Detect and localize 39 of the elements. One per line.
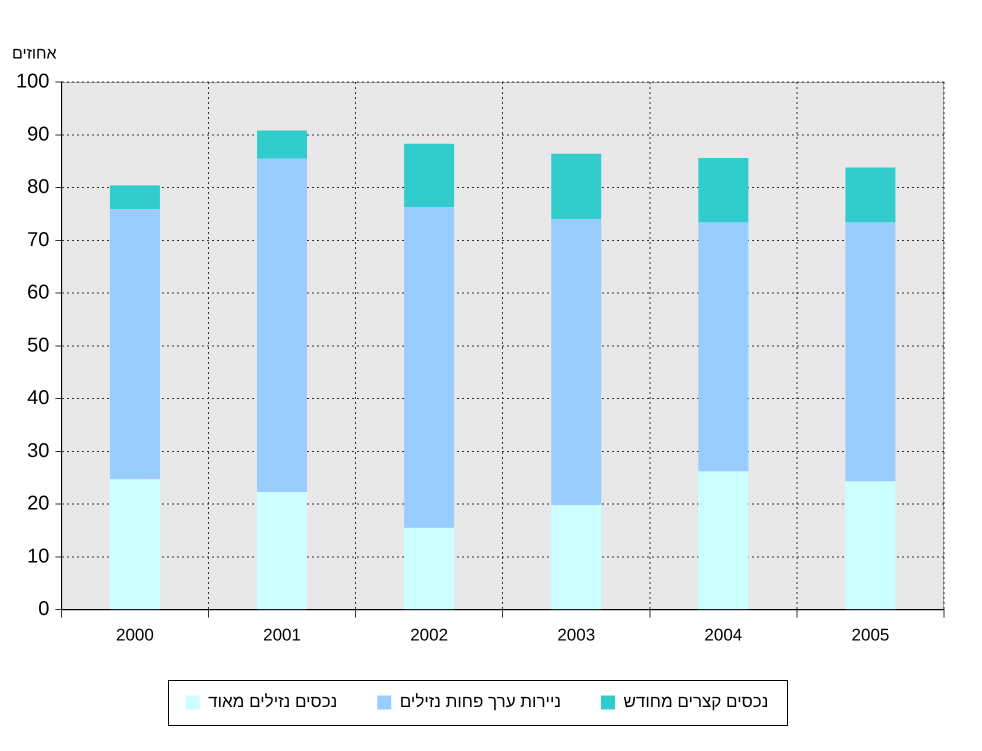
y-tick-label: 90	[27, 123, 50, 146]
bar	[257, 492, 308, 610]
x-tick-label: 2002	[410, 625, 448, 644]
y-tick-label: 10	[27, 545, 50, 568]
bar	[257, 130, 308, 158]
y-tick-label: 0	[38, 598, 50, 620]
bar	[404, 144, 454, 208]
bar	[698, 222, 748, 472]
y-tick-label: 80	[27, 176, 50, 198]
y-tick-label: 60	[27, 282, 50, 304]
bar	[404, 207, 454, 528]
y-tick-label: 40	[27, 387, 50, 410]
bar	[551, 505, 602, 610]
y-tick-label: 20	[27, 492, 50, 515]
bar	[698, 471, 748, 610]
bar	[698, 158, 748, 222]
bar	[257, 158, 308, 492]
bar	[551, 219, 602, 506]
bar	[110, 185, 160, 210]
bar	[404, 528, 454, 610]
bar	[845, 167, 896, 222]
bar	[551, 154, 602, 220]
y-tick-label: 100	[16, 70, 50, 93]
y-tick-label: 70	[27, 228, 50, 251]
y-tick-label: 50	[27, 334, 50, 356]
x-tick-label: 2005	[852, 625, 890, 644]
legend-label: ניירות ערך פחות נזילים	[400, 692, 562, 712]
bar	[110, 479, 160, 610]
y-axis-title: אחוזים	[12, 45, 57, 62]
legend-label: נכסים נזילים מאוד	[208, 692, 338, 712]
bar	[845, 222, 896, 482]
y-tick-label: 30	[27, 440, 50, 462]
bar	[845, 481, 896, 610]
legend-label: נכסים קצרים מחודש	[624, 692, 768, 712]
x-tick-label: 2003	[557, 625, 596, 644]
x-tick-label: 2000	[116, 625, 154, 644]
x-tick-label: 2001	[263, 625, 301, 644]
x-tick-label: 2004	[704, 625, 742, 644]
bar	[110, 209, 160, 480]
